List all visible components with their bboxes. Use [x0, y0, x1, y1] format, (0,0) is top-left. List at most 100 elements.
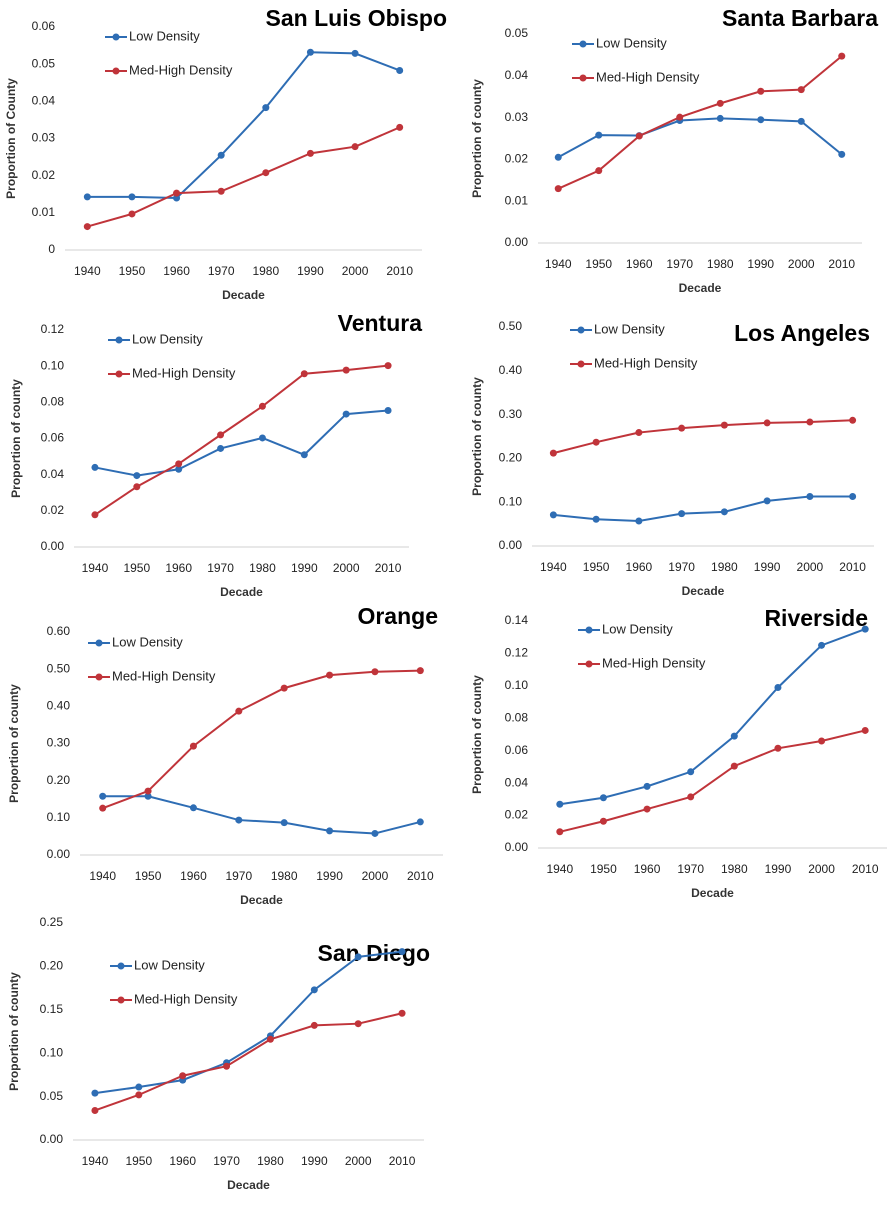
y-tick-label: 0.30 — [47, 736, 71, 750]
data-point — [838, 150, 846, 158]
data-point — [217, 151, 225, 159]
y-tick-label: 0.40 — [47, 699, 71, 713]
data-point — [217, 431, 225, 439]
x-tick-label: 1990 — [765, 862, 792, 876]
x-tick-label: 2000 — [342, 264, 369, 278]
data-point — [310, 1021, 318, 1029]
data-point — [592, 515, 600, 523]
legend-marker — [117, 996, 125, 1004]
y-tick-label: 0.04 — [505, 68, 529, 82]
y-tick-label: 0.50 — [47, 661, 71, 675]
legend-label: Med-High Density — [594, 355, 698, 370]
x-tick-label: 2010 — [407, 869, 434, 883]
data-point — [300, 451, 308, 459]
data-point — [83, 223, 91, 231]
y-tick-label: 0.02 — [505, 808, 529, 822]
x-tick-label: 1940 — [546, 862, 573, 876]
data-point — [300, 370, 308, 378]
x-tick-label: 1970 — [207, 561, 234, 575]
y-tick-label: 0.00 — [47, 847, 71, 861]
chart-title: Santa Barbara — [722, 5, 878, 31]
y-tick-label: 0.10 — [40, 1045, 64, 1059]
data-point — [635, 517, 643, 525]
data-point — [720, 508, 728, 516]
data-point — [91, 511, 99, 519]
y-tick-label: 0.14 — [505, 613, 529, 627]
chart-title: Riverside — [764, 605, 868, 631]
data-point — [217, 187, 225, 195]
y-tick-label: 0.30 — [499, 407, 523, 421]
y-tick-label: 0.06 — [505, 743, 529, 757]
y-axis-title: Proportion of county — [470, 79, 484, 198]
data-point — [861, 625, 869, 633]
x-tick-label: 1950 — [123, 561, 150, 575]
series-line — [87, 51, 401, 199]
x-tick-label: 1970 — [677, 862, 704, 876]
data-point — [326, 827, 334, 835]
legend-label: Med-High Density — [129, 62, 233, 77]
y-axis-title: Proportion of county — [470, 675, 484, 794]
x-tick-label: 2000 — [333, 561, 360, 575]
legend-label: Med-High Density — [602, 655, 706, 670]
data-point — [135, 1083, 143, 1091]
x-tick-label: 1940 — [82, 561, 109, 575]
data-point — [599, 817, 607, 825]
data-point — [179, 1072, 187, 1080]
x-tick-label: 1970 — [208, 264, 235, 278]
x-tick-label: 2000 — [797, 560, 824, 574]
data-point — [384, 406, 392, 414]
y-tick-label: 0.01 — [505, 193, 529, 207]
x-tick-label: 1950 — [135, 869, 162, 883]
legend-marker — [585, 660, 593, 668]
x-tick-label: 1970 — [213, 1154, 240, 1168]
y-tick-label: 0.40 — [499, 363, 523, 377]
x-tick-label: 1970 — [225, 869, 252, 883]
data-point — [676, 113, 684, 121]
data-point — [687, 793, 695, 801]
data-point — [549, 449, 557, 457]
y-tick-label: 0.20 — [40, 959, 64, 973]
legend-marker — [117, 962, 125, 970]
data-point — [396, 123, 404, 131]
series-line — [559, 729, 866, 833]
data-point — [306, 48, 314, 56]
data-point — [351, 143, 359, 151]
data-point — [144, 787, 152, 795]
data-point — [556, 828, 564, 836]
data-point — [133, 472, 141, 480]
data-point — [818, 737, 826, 745]
x-tick-label: 2010 — [828, 257, 855, 271]
series-line — [557, 55, 843, 190]
data-point — [678, 510, 686, 518]
y-axis-title: Proportion of county — [7, 972, 21, 1091]
y-tick-label: 0.05 — [32, 56, 56, 70]
data-point — [643, 782, 651, 790]
x-axis-title: Decade — [222, 288, 265, 302]
x-axis-title: Decade — [220, 585, 263, 599]
legend-marker — [585, 626, 593, 634]
legend-label: Low Density — [602, 621, 673, 636]
x-tick-label: 1980 — [271, 869, 298, 883]
legend-marker — [579, 40, 587, 48]
x-axis-title: Decade — [679, 281, 722, 295]
data-point — [687, 768, 695, 776]
x-tick-label: 2000 — [362, 869, 389, 883]
x-axis-title: Decade — [227, 1178, 270, 1192]
x-tick-label: 1990 — [754, 560, 781, 574]
data-point — [189, 804, 197, 812]
series-line — [94, 1012, 403, 1112]
data-point — [91, 1089, 99, 1097]
x-tick-label: 1990 — [316, 869, 343, 883]
data-point — [849, 416, 857, 424]
y-tick-label: 0.03 — [505, 110, 529, 124]
y-tick-label: 0.10 — [41, 358, 65, 372]
y-tick-label: 0.12 — [41, 322, 65, 336]
data-point — [763, 497, 771, 505]
data-point — [716, 114, 724, 122]
legend-marker — [112, 67, 120, 75]
series-line — [557, 117, 843, 159]
data-point — [635, 132, 643, 140]
legend-marker — [112, 33, 120, 41]
